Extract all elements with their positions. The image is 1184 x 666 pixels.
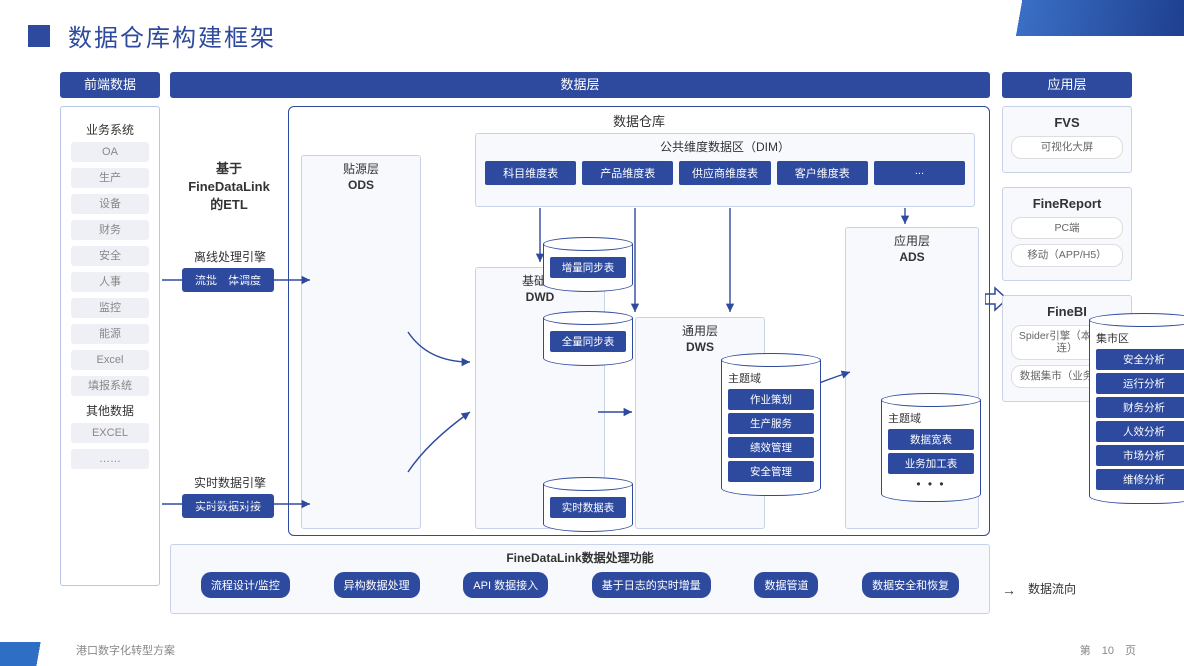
ods-cyl-2: 全量同步表 (543, 311, 633, 366)
fn-item: 异构数据处理 (334, 572, 420, 598)
ads-item: 运行分析 (1096, 373, 1184, 394)
front-item: 安全 (71, 246, 149, 266)
flow-arrow-icon: → (1002, 582, 1016, 598)
app-fvs: FVS可视化大屏 (1002, 106, 1132, 173)
front-item: 填报系统 (71, 376, 149, 396)
front-item: OA (71, 142, 149, 162)
dwd-cyl: 主题域作业策划生产服务绩效管理安全管理 (721, 353, 821, 496)
ods-title: 贴源层ODS (302, 156, 420, 193)
dim-box: 公共维度数据区（DIM） 科目维度表产品维度表供应商维度表客户维度表... (475, 133, 975, 207)
ads-item: 安全分析 (1096, 349, 1184, 370)
dwd-item: 安全管理 (728, 461, 814, 482)
app-item: 可视化大屏 (1011, 136, 1123, 159)
app-fr: FineReportPC端移动（APP/H5） (1002, 187, 1132, 281)
front-item: Excel (71, 350, 149, 370)
front-item: 人事 (71, 272, 149, 292)
offline-label: 离线处理引擎 (180, 248, 280, 265)
app-item: 移动（APP/H5） (1011, 244, 1123, 267)
flow-label: 数据流向 (1028, 580, 1076, 597)
dws-cyl: 主题域数据宽表业务加工表• • • (881, 393, 981, 502)
ads-cyl: 集市区安全分析运行分析财务分析人效分析市场分析维修分析 (1089, 313, 1184, 504)
realtime-chip: 实时数据对接 (182, 494, 274, 518)
fn-item: 流程设计/监控 (201, 572, 290, 598)
ads-item: 人效分析 (1096, 421, 1184, 442)
group-title: 业务系统 (71, 121, 149, 138)
dwd-item: 作业策划 (728, 389, 814, 410)
dim-title: 公共维度数据区（DIM） (476, 138, 974, 155)
ods-box: 贴源层ODS (301, 155, 421, 529)
fn-item: API 数据接入 (463, 572, 548, 598)
dim-item: 供应商维度表 (679, 161, 770, 185)
dw-container: 数据仓库 公共维度数据区（DIM） 科目维度表产品维度表供应商维度表客户维度表.… (288, 106, 990, 536)
etl-label: 基于FineDataLink的ETL (174, 160, 284, 215)
corner-decor (1004, 0, 1184, 36)
dws-item: 业务加工表 (888, 453, 974, 474)
offline-chip: 流批一体调度 (182, 268, 274, 292)
fn-item: 数据管道 (754, 572, 818, 598)
header-front: 前端数据 (60, 72, 160, 98)
fn-title: FineDataLink数据处理功能 (171, 549, 989, 566)
footer-decor (0, 642, 52, 666)
ads-title: 应用层ADS (846, 228, 978, 265)
front-item: 生产 (71, 168, 149, 188)
group-title: 其他数据 (71, 402, 149, 419)
dim-item: 产品维度表 (582, 161, 673, 185)
header-data: 数据层 (170, 72, 990, 98)
title-square-icon (28, 25, 50, 47)
header-app: 应用层 (1002, 72, 1132, 98)
ads-item: 财务分析 (1096, 397, 1184, 418)
front-item: 监控 (71, 298, 149, 318)
page-title: 数据仓库构建框架 (68, 18, 276, 53)
dim-item: 科目维度表 (485, 161, 576, 185)
dws-item: 数据宽表 (888, 429, 974, 450)
ads-item: 市场分析 (1096, 445, 1184, 466)
front-item: 能源 (71, 324, 149, 344)
front-item: EXCEL (71, 423, 149, 443)
front-item: 设备 (71, 194, 149, 214)
dw-title: 数据仓库 (289, 111, 989, 130)
dwd-item: 绩效管理 (728, 437, 814, 458)
front-column: 业务系统 OA 生产设备财务安全人事监控能源 Excel 填报系统 其他数据 EXCE… (60, 106, 160, 586)
dim-item: ... (874, 161, 965, 185)
ods-cyl-3: 实时数据表 (543, 477, 633, 532)
dim-item: 客户维度表 (777, 161, 868, 185)
front-item: 财务 (71, 220, 149, 240)
fn-item: 基于日志的实时增量 (592, 572, 711, 598)
footer-text: 港口数字化转型方案 (76, 642, 175, 658)
fn-item: 数据安全和恢复 (862, 572, 959, 598)
fn-box: FineDataLink数据处理功能 流程设计/监控 异构数据处理 API 数据接入… (170, 544, 990, 614)
ads-item: 维修分析 (1096, 469, 1184, 490)
footer: 港口数字化转型方案 第 10 页 (0, 634, 1184, 666)
dwd-item: 生产服务 (728, 413, 814, 434)
dws-title: 通用层DWS (636, 318, 764, 355)
realtime-label: 实时数据引擎 (180, 474, 280, 491)
page-number: 第 10 页 (1080, 642, 1136, 658)
ods-cyl-1: 增量同步表 (543, 237, 633, 292)
front-item: …… (71, 449, 149, 469)
app-item: PC端 (1011, 217, 1123, 240)
